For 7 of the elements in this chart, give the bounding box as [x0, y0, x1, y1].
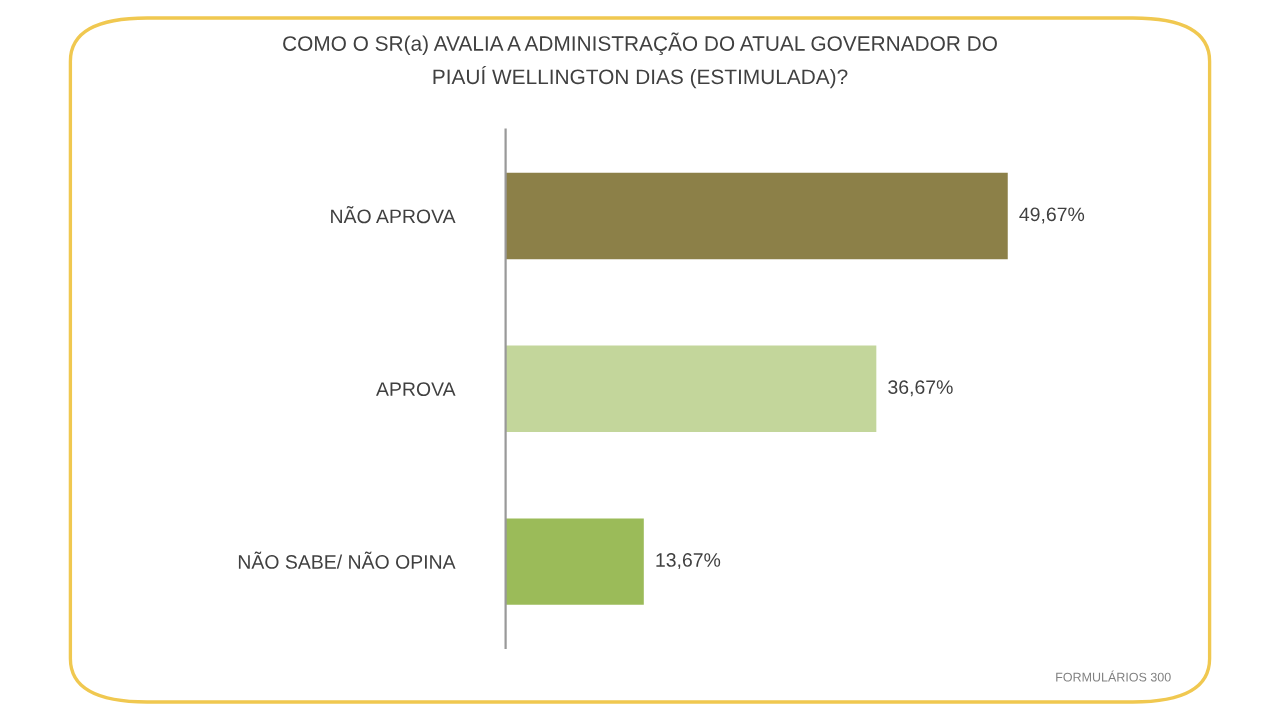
- chart-title: COMO O SR(a) AVALIA A ADMINISTRAÇÃO DO ATUAL GOVERNADOR DO PIAUÍ WELLINGTON DIAS (ESTIMULADA)?: [283, 32, 997, 89]
- y-tick-label: NÃO SABE/ NÃO OPINA: [238, 551, 456, 569]
- y-tick-label: APROVA: [376, 382, 456, 397]
- data-label: 13,67%: [656, 553, 721, 570]
- y-tick-label: NÃO APROVA: [331, 205, 456, 224]
- data-label: 36,67%: [888, 380, 953, 397]
- data-label: 49,67%: [1019, 207, 1085, 224]
